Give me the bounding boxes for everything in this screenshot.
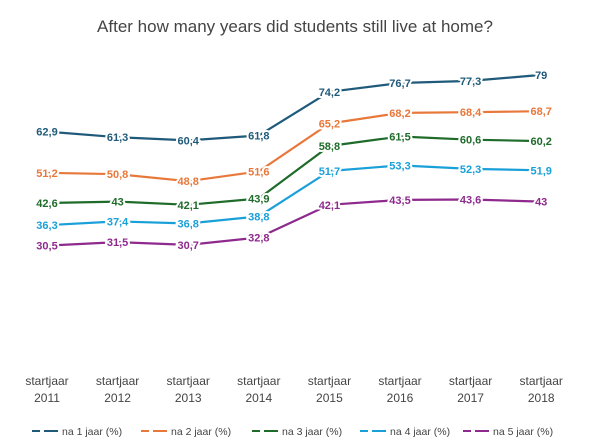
legend-label: na 2 jaar (%) (171, 426, 231, 438)
plot-area: 62,9 61,3 60,4 61,8 74,2 76,7 77,3 79 51,2 50,8 48… (34, 68, 554, 255)
x-tick-label: startjaar 2015 (308, 374, 351, 405)
legend-item-1: na 1 jaar (%) (32, 426, 122, 438)
series-3: 42,6 43 42,1 43,9 58,8 61,5 60,6 60,2 (34, 130, 554, 214)
data-label: 68,2 (389, 108, 410, 120)
data-label: 79 (535, 70, 547, 82)
data-label: 61,3 (107, 132, 128, 144)
legend-item-4: na 4 jaar (%) (360, 426, 450, 438)
legend-item-5: na 5 jaar (%) (463, 426, 553, 438)
data-label: 51,6 (248, 166, 269, 178)
series-line-2 (45, 110, 543, 183)
legend-label: na 4 jaar (%) (390, 426, 450, 438)
data-label: 36,3 (36, 220, 57, 232)
x-tick-label: startjaar 2017 (449, 374, 492, 405)
data-label: 43 (111, 197, 123, 209)
chart-title: After how many years did students still … (97, 17, 493, 36)
data-label: 42,1 (177, 200, 198, 212)
data-label: 53,3 (389, 160, 410, 172)
data-label: 48,8 (177, 176, 198, 188)
series-1: 62,9 61,3 60,4 61,8 74,2 76,7 77,3 79 (34, 68, 549, 149)
data-label: 51,7 (319, 166, 340, 178)
data-label: 38,8 (248, 211, 269, 223)
data-label: 60,2 (530, 136, 551, 148)
data-label: 52,3 (460, 164, 481, 176)
data-label: 30,5 (36, 241, 57, 253)
x-tick-label: startjaar 2016 (378, 374, 421, 405)
data-label: 42,6 (36, 198, 57, 210)
data-label: 42,1 (319, 200, 340, 212)
data-label: 77,3 (460, 76, 481, 88)
legend-item-3: na 3 jaar (%) (252, 426, 342, 438)
data-label: 60,4 (177, 135, 199, 147)
data-label: 51,9 (530, 165, 551, 177)
data-label: 74,2 (319, 87, 340, 99)
legend-label: na 3 jaar (%) (282, 426, 342, 438)
series-line-5 (45, 198, 543, 247)
data-label: 37,4 (107, 216, 129, 228)
data-label: 43,5 (389, 195, 410, 207)
series-2: 51,2 50,8 48,8 51,6 65,2 68,2 68,4 68,7 (34, 104, 554, 190)
series-line-1 (45, 73, 543, 142)
legend-item-2: na 2 jaar (%) (141, 426, 231, 438)
x-tick-label: startjaar 2013 (167, 374, 210, 405)
data-label: 68,4 (460, 107, 482, 119)
data-label: 31,5 (107, 237, 128, 249)
data-label: 36,8 (177, 219, 198, 231)
x-tick-label: startjaar 2012 (96, 374, 139, 405)
legend-label: na 5 jaar (%) (493, 426, 553, 438)
x-axis: startjaar 2011 startjaar 2012 startjaar 2013 s… (25, 374, 563, 405)
data-label: 50,8 (107, 169, 128, 181)
data-label: 60,6 (460, 135, 481, 147)
x-tick-label: startjaar 2018 (520, 374, 563, 405)
legend: na 1 jaar (%) na 2 jaar (%) na 3 jaar (%) n… (32, 426, 553, 438)
data-label: 76,7 (389, 78, 410, 90)
series-5: 30,5 31,5 30,7 32,8 42,1 43,5 43,6 43 (34, 193, 549, 255)
data-label: 62,9 (36, 127, 57, 139)
data-label: 61,8 (248, 131, 269, 143)
series-line-3 (45, 135, 543, 206)
data-label: 43,6 (460, 195, 481, 207)
data-label: 58,8 (319, 141, 340, 153)
data-label: 51,2 (36, 168, 57, 180)
data-label: 30,7 (177, 240, 198, 252)
x-tick-label: startjaar 2014 (237, 374, 280, 405)
series-4: 36,3 37,4 36,8 38,8 51,7 53,3 52,3 51,9 (34, 158, 554, 234)
data-label: 43 (535, 197, 547, 209)
legend-label: na 1 jaar (%) (62, 426, 122, 438)
data-label: 68,7 (530, 106, 551, 118)
x-tick-label: startjaar 2011 (25, 374, 68, 405)
data-label: 61,5 (389, 132, 410, 144)
series-line-4 (45, 164, 543, 227)
data-label: 32,8 (248, 233, 269, 245)
data-label: 65,2 (319, 119, 340, 131)
data-label: 43,9 (248, 194, 269, 206)
